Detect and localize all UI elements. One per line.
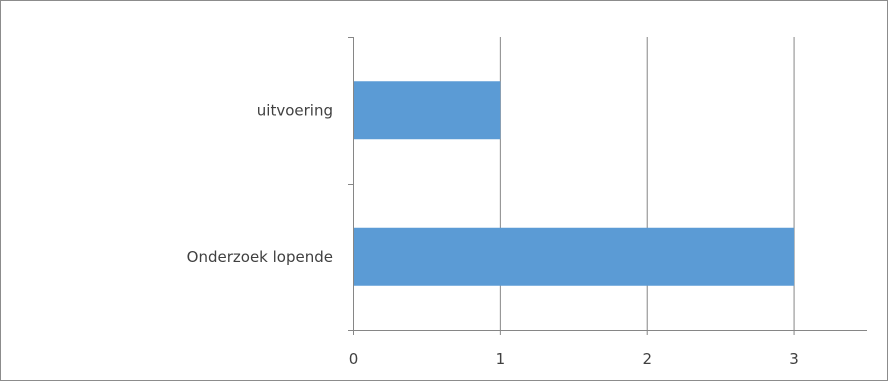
x-tick-label-0: 0	[349, 350, 359, 368]
category-label-uitvoering: uitvoering	[257, 101, 333, 119]
x-tick-label-2: 2	[642, 350, 652, 368]
x-tick-label-3: 3	[789, 350, 799, 368]
bar-onderzoek-lopende	[354, 227, 795, 286]
x-tick-label-1: 1	[496, 350, 506, 368]
category-label-onderzoek-lopende: Onderzoek lopende	[187, 248, 333, 266]
bar-uitvoering	[354, 81, 501, 140]
